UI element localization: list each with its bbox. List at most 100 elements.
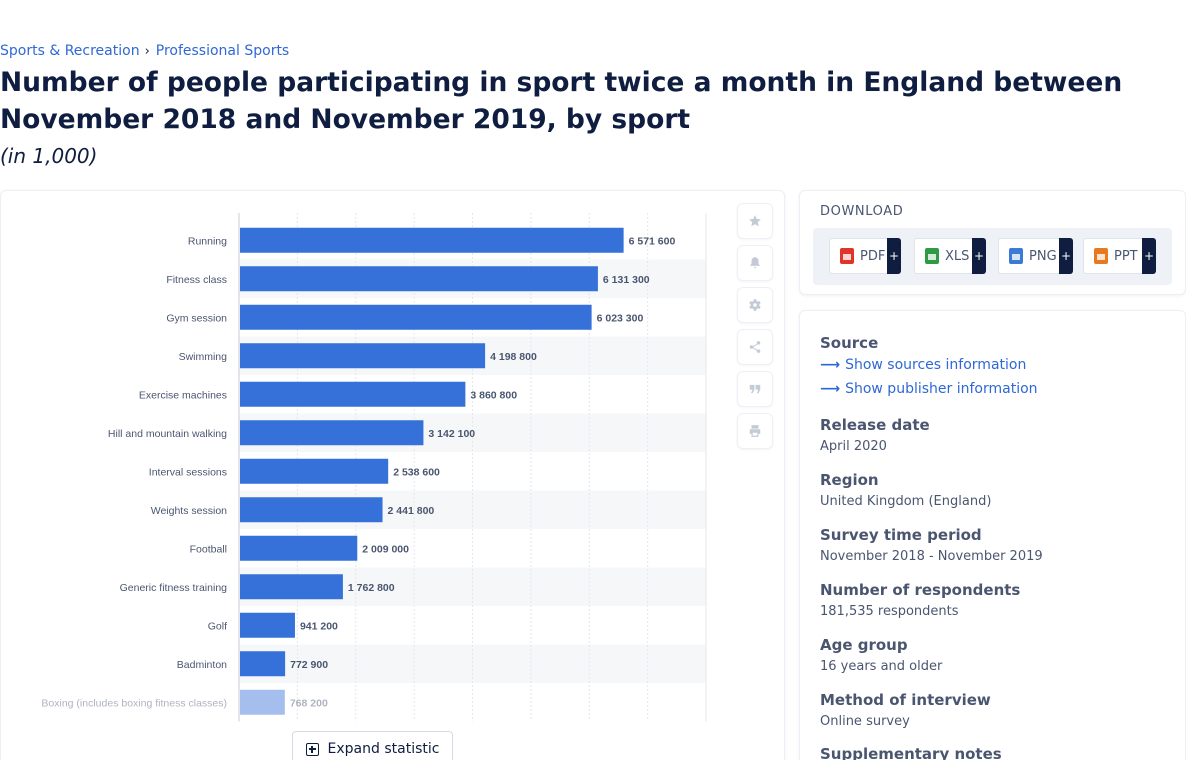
print-button[interactable]	[737, 413, 773, 449]
category-label: Boxing (includes boxing fitness classes)	[41, 697, 227, 709]
breadcrumb-professional-sports[interactable]: Professional Sports	[155, 43, 290, 59]
arrow-right-icon: ⟶	[820, 381, 841, 397]
category-label: Golf	[208, 620, 227, 632]
category-label: Exercise machines	[139, 389, 227, 401]
release-date-value: April 2020	[820, 439, 887, 454]
page-subtitle: (in 1,000)	[0, 144, 98, 168]
cite-button[interactable]	[737, 371, 773, 407]
value-label: 768 200	[290, 697, 328, 709]
download-pdf-plus[interactable]: +	[887, 238, 901, 274]
expand-icon	[305, 742, 319, 756]
breadcrumb-separator: ›	[144, 43, 150, 59]
notification-button[interactable]	[737, 245, 773, 281]
bar	[240, 420, 424, 446]
value-label: 2 441 800	[388, 505, 435, 517]
breadcrumb: Sports & Recreation › Professional Sport…	[0, 43, 289, 59]
download-png-button[interactable]: PNG +	[998, 238, 1073, 274]
bar	[240, 612, 295, 638]
bar	[240, 651, 286, 677]
value-label: 3 860 800	[470, 389, 517, 401]
download-ppt-plus[interactable]: +	[1142, 238, 1156, 274]
category-label: Fitness class	[166, 274, 227, 286]
ppt-file-icon	[1094, 248, 1108, 264]
category-label: Badminton	[177, 659, 227, 671]
age-group-value: 16 years and older	[820, 659, 943, 674]
release-date-label: Release date	[820, 416, 930, 434]
value-label: 941 200	[300, 620, 338, 632]
quote-icon	[749, 384, 761, 394]
value-label: 6 131 300	[603, 274, 650, 286]
show-publisher-link[interactable]: ⟶ Show publisher information	[820, 381, 1038, 397]
bar	[240, 266, 598, 292]
download-xls-button[interactable]: XLS +	[914, 238, 986, 274]
download-png-label: PNG	[1029, 248, 1057, 264]
star-icon	[749, 215, 761, 227]
value-label: 6 571 600	[629, 235, 676, 247]
expand-statistic-label: Expand statistic	[327, 741, 440, 757]
value-label: 4 198 800	[490, 351, 537, 363]
bar-chart: Running 6 571 600 Fitness class 6 131 300 Gy…	[41, 213, 707, 722]
value-label: 2 009 000	[362, 543, 409, 555]
download-png-plus[interactable]: +	[1059, 238, 1073, 274]
chart-card: Running 6 571 600 Fitness class 6 131 300 Gy…	[0, 190, 785, 760]
category-label: Gym session	[166, 312, 227, 324]
category-label: Generic fitness training	[120, 582, 228, 594]
bar	[240, 497, 383, 523]
download-title: DOWNLOAD	[820, 204, 904, 219]
bar	[240, 227, 624, 253]
bar	[240, 689, 285, 715]
survey-period-label: Survey time period	[820, 526, 982, 544]
download-xls-plus[interactable]: +	[972, 238, 986, 274]
settings-button[interactable]	[737, 287, 773, 323]
download-pdf-label: PDF	[860, 248, 886, 264]
value-label: 2 538 600	[393, 466, 440, 478]
value-label: 772 900	[290, 659, 328, 671]
interview-method-label: Method of interview	[820, 691, 991, 709]
download-ppt-button[interactable]: PPT +	[1083, 238, 1156, 274]
chart-toolbar	[737, 203, 773, 455]
page-title: Number of people participating in sport …	[0, 67, 1123, 135]
show-sources-label: Show sources information	[845, 357, 1027, 373]
xls-file-icon	[925, 248, 939, 264]
category-label: Interval sessions	[149, 466, 227, 478]
category-label: Hill and mountain walking	[108, 428, 227, 440]
survey-period-value: November 2018 - November 2019	[820, 549, 1043, 564]
download-pdf-button[interactable]: PDF +	[829, 238, 901, 274]
print-icon	[749, 425, 761, 437]
download-buttons: PDF + XLS + PNG + PPT +	[813, 228, 1172, 285]
pdf-file-icon	[840, 248, 854, 264]
supplementary-notes-label: Supplementary notes	[820, 745, 1002, 760]
bar	[240, 304, 592, 330]
bar	[240, 458, 389, 484]
category-label: Swimming	[179, 351, 228, 363]
category-label: Weights session	[151, 505, 227, 517]
respondents-label: Number of respondents	[820, 581, 1021, 599]
share-button[interactable]	[737, 329, 773, 365]
download-panel: DOWNLOAD PDF + XLS + PNG + PPT +	[799, 190, 1186, 295]
age-group-label: Age group	[820, 636, 908, 654]
gear-icon	[749, 299, 761, 311]
share-icon	[749, 341, 761, 353]
show-sources-link[interactable]: ⟶ Show sources information	[820, 357, 1026, 373]
download-xls-label: XLS	[945, 248, 970, 264]
expand-statistic-button[interactable]: Expand statistic	[292, 731, 453, 760]
statistic-details-panel: Source ⟶ Show sources information ⟶ Show…	[799, 310, 1186, 760]
bar	[240, 535, 358, 561]
bar	[240, 574, 343, 600]
region-label: Region	[820, 471, 879, 489]
bar	[240, 343, 486, 369]
breadcrumb-sports-recreation[interactable]: Sports & Recreation	[0, 43, 140, 59]
bell-icon	[750, 257, 760, 269]
value-label: 1 762 800	[348, 582, 395, 594]
category-label: Running	[188, 235, 227, 247]
favorite-button[interactable]	[737, 203, 773, 239]
show-publisher-label: Show publisher information	[845, 381, 1038, 397]
arrow-right-icon: ⟶	[820, 357, 841, 373]
interview-method-value: Online survey	[820, 714, 910, 729]
value-label: 3 142 100	[428, 428, 475, 440]
respondents-value: 181,535 respondents	[820, 604, 959, 619]
png-file-icon	[1009, 248, 1023, 264]
source-heading: Source	[820, 334, 879, 352]
bar	[240, 381, 466, 407]
category-label: Football	[190, 543, 227, 555]
